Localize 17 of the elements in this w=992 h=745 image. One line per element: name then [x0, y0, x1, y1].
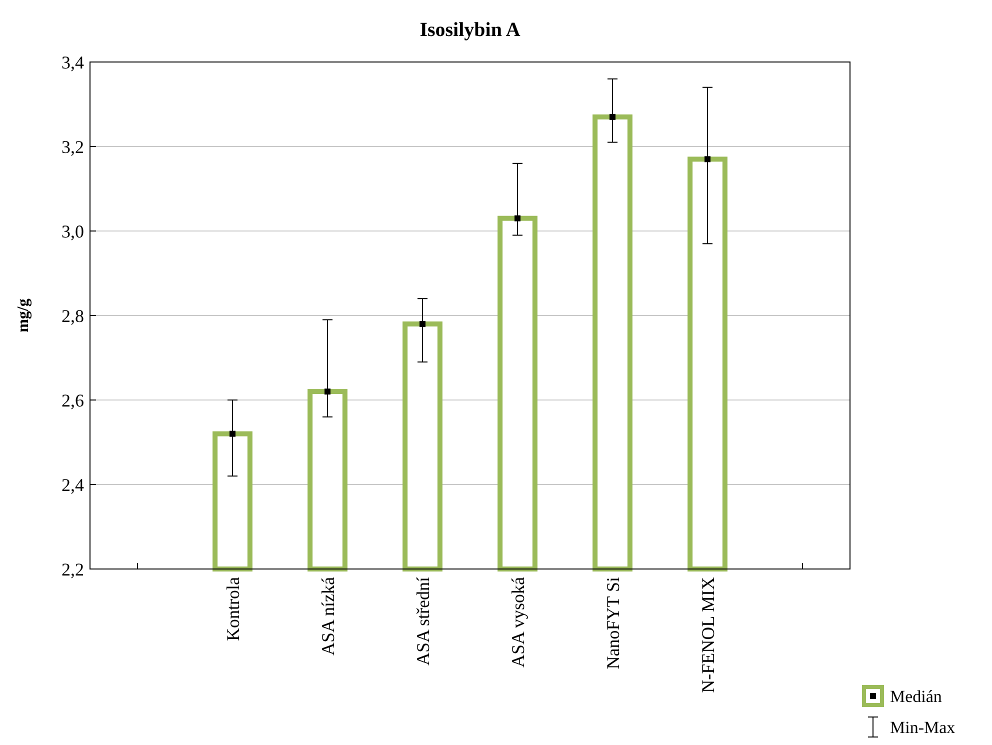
text: Min-Max [890, 718, 956, 737]
y-tick-label: 3,2 [62, 136, 84, 157]
y-tick-label: 3,4 [62, 52, 84, 72]
x-tick-label: ASA střední [412, 577, 433, 666]
y-tick-label: 3,0 [62, 221, 84, 242]
y-axis-title: mg/g [15, 298, 32, 332]
y-tick-label: 2,8 [62, 306, 84, 326]
chart-title: Isosilybin A [420, 19, 521, 41]
legend-label: Medián [890, 686, 942, 706]
x-tick-label: ASA nízká [318, 576, 338, 656]
y-tick-label: 2,2 [62, 559, 84, 580]
x-tick-label: ASA vysoká [508, 576, 528, 668]
y-tick-label: 2,6 [62, 390, 84, 410]
y-tick-label: 2,4 [62, 474, 84, 495]
x-tick-label: Kontrola [222, 576, 243, 641]
x-tick-label: NanoFYT Si [602, 577, 623, 670]
x-tick-label: N-FENOL MIX [698, 577, 718, 693]
